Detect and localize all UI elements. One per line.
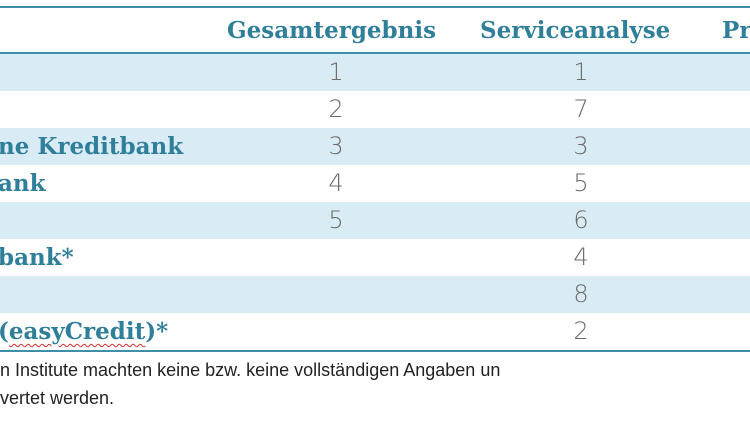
table-bottom-rule <box>0 350 750 352</box>
rank-gesamt <box>306 239 366 276</box>
rank-gesamt: 1 <box>328 58 344 86</box>
table-row: 2 7 <box>0 91 750 128</box>
header-partial: Pr <box>722 17 750 44</box>
spellcheck-marked-word: easyCredit <box>8 318 146 345</box>
rank-service: 2 <box>573 317 589 345</box>
table-row: ne Kreditbank 3 3 <box>0 128 750 165</box>
rank-service: 3 <box>573 132 589 160</box>
rank-service: 4 <box>573 243 589 271</box>
rank-gesamt <box>306 276 366 313</box>
rank-service: 7 <box>573 95 589 123</box>
table-row: 8 <box>0 276 750 313</box>
rank-gesamt <box>306 313 366 350</box>
rank-gesamt: 4 <box>328 169 344 197</box>
table-row: ank 4 5 <box>0 165 750 202</box>
header-bottom-rule <box>0 52 750 54</box>
header-gesamtergebnis: Gesamtergebnis <box>227 17 437 44</box>
rank-gesamt: 5 <box>328 206 344 234</box>
header-serviceanalyse: Serviceanalyse <box>480 17 671 44</box>
bank-name-suffix: )* <box>145 318 169 345</box>
table-row: 5 6 <box>0 202 750 239</box>
rank-gesamt: 3 <box>328 132 344 160</box>
bank-name-prefix: ( <box>0 318 9 345</box>
bank-name: ne Kreditbank <box>0 133 184 160</box>
rank-gesamt: 2 <box>328 95 344 123</box>
footnote: n Institute machten keine bzw. keine vol… <box>0 356 750 412</box>
header-top-rule <box>0 6 750 8</box>
rank-service: 6 <box>573 206 589 234</box>
footnote-line-1: n Institute machten keine bzw. keine vol… <box>0 360 501 380</box>
bank-name: bank* <box>0 244 74 271</box>
footnote-line-2: vertet werden. <box>0 388 115 408</box>
rank-service: 1 <box>573 58 589 86</box>
table-row: 1 1 <box>0 54 750 91</box>
table-row: bank* 4 <box>0 239 750 276</box>
bank-name: ank <box>0 170 46 197</box>
bank-name: (easyCredit)* <box>0 313 168 350</box>
table-row: (easyCredit)* 2 <box>0 313 750 350</box>
rank-service: 5 <box>573 169 589 197</box>
rank-service: 8 <box>573 280 589 308</box>
